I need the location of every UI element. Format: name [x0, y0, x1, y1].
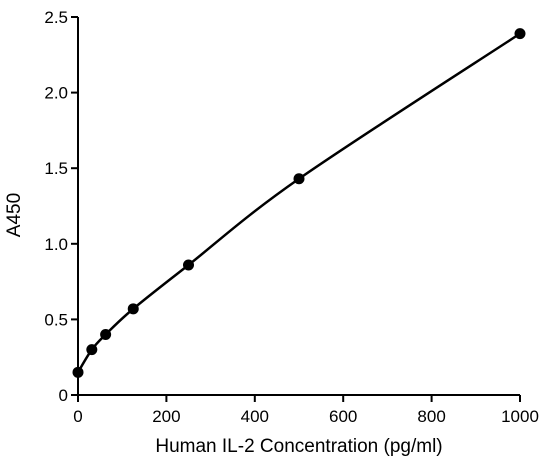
x-axis-title: Human IL-2 Concentration (pg/ml): [155, 436, 442, 457]
data-point: [293, 173, 305, 185]
y-axis-ticks: 0 0.5 1.0 1.5 2.0 2.5: [44, 8, 78, 405]
y-tick-label: 0.5: [44, 310, 68, 329]
fitted-curve: [76, 32, 521, 373]
x-axis-ticks: 0 200 400 600 800 1000: [73, 395, 539, 426]
x-tick-label: 800: [417, 407, 445, 426]
x-tick-label: 400: [241, 407, 269, 426]
y-tick-label: 2.0: [44, 84, 68, 103]
x-tick-label: 1000: [501, 407, 539, 426]
y-tick-label: 0: [59, 386, 68, 405]
data-points: [72, 28, 526, 378]
y-tick-label: 2.5: [44, 8, 68, 27]
y-tick-label: 1.0: [44, 235, 68, 254]
data-point: [86, 344, 98, 356]
data-point: [72, 366, 84, 378]
x-tick-label: 0: [73, 407, 82, 426]
y-axis-title: A450: [4, 193, 25, 237]
x-tick-label: 600: [329, 407, 357, 426]
data-point: [127, 303, 139, 315]
x-tick-label: 200: [152, 407, 180, 426]
y-tick-label: 1.5: [44, 159, 68, 178]
data-point: [100, 329, 112, 341]
data-point: [183, 259, 194, 271]
data-point: [514, 28, 526, 40]
